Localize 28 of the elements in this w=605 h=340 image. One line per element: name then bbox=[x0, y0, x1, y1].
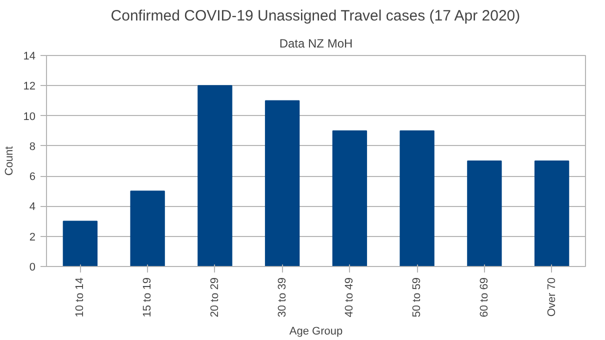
y-tick-label: 10 bbox=[23, 110, 36, 123]
y-tick-label: 0 bbox=[29, 262, 36, 274]
x-tick-label: 50 to 59 bbox=[411, 277, 424, 318]
bar bbox=[400, 130, 434, 266]
x-tick-label: 20 to 29 bbox=[208, 277, 221, 318]
y-tick-label: 8 bbox=[29, 140, 36, 153]
x-tick-label: 30 to 39 bbox=[276, 277, 288, 318]
x-axis-title: Age Group bbox=[289, 325, 343, 338]
bar bbox=[264, 100, 300, 266]
bar bbox=[467, 160, 502, 266]
y-tick-label: 2 bbox=[29, 231, 36, 244]
bar bbox=[130, 190, 165, 266]
bar bbox=[198, 85, 232, 266]
y-axis-title: Count bbox=[3, 146, 16, 176]
x-tick-label: Over 70 bbox=[546, 277, 558, 317]
x-tick-label: 60 to 69 bbox=[478, 277, 490, 318]
y-tick-label: 6 bbox=[29, 171, 36, 184]
bar bbox=[332, 130, 368, 266]
y-tick-label: 12 bbox=[23, 80, 36, 93]
chart-subtitle: Data NZ MoH bbox=[279, 36, 353, 50]
x-tick-label: 40 to 49 bbox=[344, 277, 356, 318]
bar bbox=[62, 220, 98, 266]
y-tick-label: 14 bbox=[23, 50, 36, 62]
x-tick-label: 10 to 14 bbox=[74, 277, 86, 318]
chart-title: Confirmed COVID-19 Unassigned Travel cases (17 Apr 2020) bbox=[110, 8, 520, 24]
x-tick-label: 15 to 19 bbox=[142, 277, 154, 318]
bar bbox=[534, 160, 570, 266]
y-tick-label: 4 bbox=[29, 201, 36, 214]
